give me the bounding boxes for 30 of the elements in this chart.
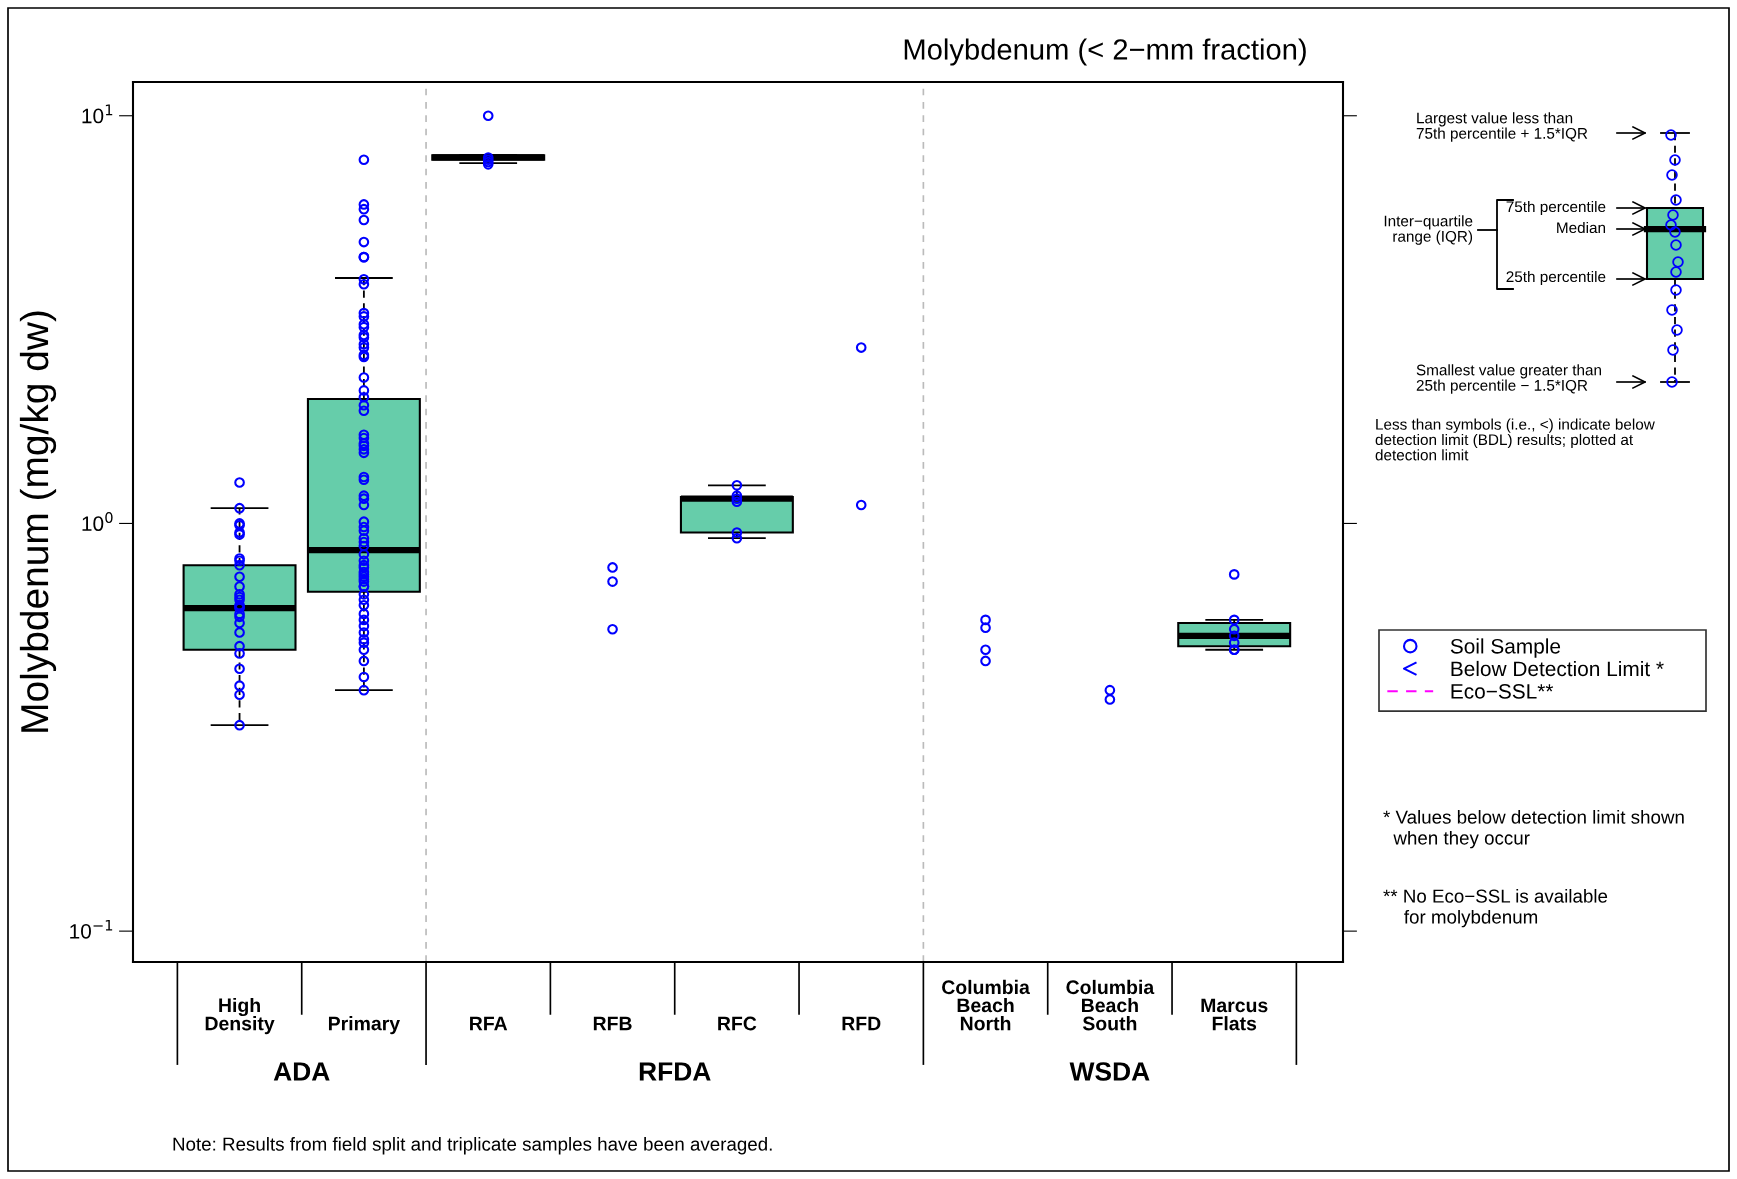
text: Inter−quartile range (IQR) xyxy=(1384,215,1473,245)
text: Less than symbols (i.e., <) indicate below detection limit (BDL) results; plotted at detection limit xyxy=(1375,418,1655,461)
y-tick-label: 10$^{1}$ xyxy=(82,104,113,124)
y-tick-label: 10$^{0}$ xyxy=(82,512,113,532)
text: RFDA xyxy=(639,1062,711,1081)
x-tick-label: RFD xyxy=(842,1016,881,1031)
legend-label: Below Detection Limit * xyxy=(1451,660,1664,677)
x-tick-label: RFA xyxy=(470,1016,508,1031)
x-tick-label: Columbia Beach North xyxy=(942,979,1030,1031)
text: ADA xyxy=(273,1062,330,1081)
x-tick-label: RFB xyxy=(593,1016,632,1031)
chart-title: Molybdenum (< 2−mm fraction) xyxy=(904,38,1306,66)
text: Smallest value greater than 25th percentile − 1.5*IQR xyxy=(1416,364,1601,394)
x-tick-label: Columbia Beach South xyxy=(1066,979,1155,1031)
text: WSDA xyxy=(1069,1062,1150,1081)
y-tick-label: 10$^{−1}$ xyxy=(70,919,113,939)
legend-label: Eco−SSL** xyxy=(1451,683,1554,699)
x-tick-label: RFC xyxy=(718,1016,757,1031)
text: 75th percentile xyxy=(1506,200,1606,216)
text: 25th percentile xyxy=(1506,270,1606,286)
text: ** No Eco−SSL is available for molybdenum xyxy=(1383,889,1608,928)
y-axis-title: Molybdenum (mg/kg dw) xyxy=(19,311,57,732)
text: Median xyxy=(1557,221,1606,234)
x-tick-label: Primary xyxy=(328,1016,400,1035)
text: Largest value less than 75th percentile + 1.5*IQR xyxy=(1416,112,1588,142)
text: * Values below detection limit shown when they occur xyxy=(1383,810,1684,849)
text: Note: Results from field split and triplicate samples have been averaged. xyxy=(173,1137,772,1155)
legend-label: Soil Sample xyxy=(1450,638,1561,658)
x-tick-label: Marcus Flats xyxy=(1201,998,1268,1031)
x-tick-label: High Density xyxy=(205,997,275,1035)
